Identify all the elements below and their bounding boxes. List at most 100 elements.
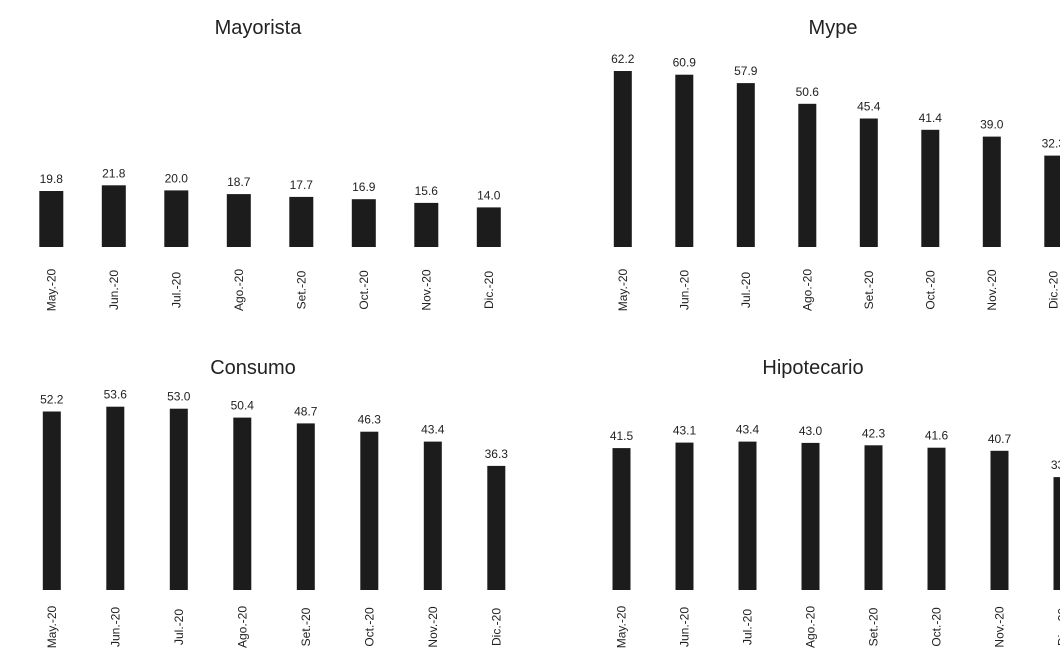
- x-tick-label: Set.-20: [862, 270, 876, 309]
- data-label: 18.7: [227, 175, 251, 189]
- data-label: 14.0: [477, 188, 501, 202]
- data-label: 15.6: [415, 184, 439, 198]
- bar: [226, 194, 251, 247]
- data-label: 41.6: [925, 429, 949, 443]
- x-tick-label: Oct.-20: [362, 607, 376, 647]
- x-tick-label: May.-20: [44, 268, 58, 311]
- data-label: 32.3: [1042, 137, 1060, 151]
- data-label: 45.4: [857, 100, 881, 114]
- data-label: 33.0: [1051, 458, 1060, 472]
- x-tick-label: May.-20: [616, 268, 630, 311]
- bar: [39, 191, 64, 247]
- x-tick-label: Ago.-20: [232, 269, 246, 311]
- x-tick-label: Jun.-20: [108, 607, 122, 647]
- bar: [864, 445, 883, 590]
- bar: [289, 196, 314, 247]
- data-label: 19.8: [40, 172, 64, 186]
- bar: [921, 129, 940, 247]
- data-label: 57.9: [734, 64, 758, 78]
- bar: [612, 448, 631, 590]
- chart-title: Mayorista: [215, 17, 303, 39]
- data-label: 46.3: [358, 413, 382, 427]
- bar: [169, 408, 188, 590]
- data-label: 43.4: [736, 423, 760, 437]
- bar: [675, 442, 694, 590]
- bar: [296, 423, 315, 590]
- x-tick-label: Dic.-20: [489, 608, 503, 646]
- data-label: 20.0: [165, 171, 189, 185]
- x-tick-label: Ago.-20: [235, 606, 249, 648]
- bar: [982, 136, 1001, 247]
- bar: [1044, 155, 1060, 247]
- data-label: 43.0: [799, 424, 823, 438]
- data-label: 60.9: [673, 56, 697, 70]
- data-label: 41.4: [919, 111, 943, 125]
- x-tick-label: Dic.-20: [1046, 271, 1060, 309]
- bar: [476, 207, 501, 247]
- x-tick-label: Jul.-20: [739, 272, 753, 308]
- data-label: 41.5: [610, 429, 634, 443]
- x-tick-label: Jun.-20: [677, 270, 691, 310]
- bar: [164, 190, 189, 247]
- bar: [798, 103, 817, 247]
- data-label: 48.7: [294, 404, 318, 418]
- bar: [990, 450, 1009, 590]
- x-tick-label: Set.-20: [867, 607, 881, 646]
- x-tick-label: Ago.-20: [800, 269, 814, 311]
- data-label: 53.0: [167, 390, 191, 404]
- bar: [106, 406, 125, 590]
- x-tick-label: Ago.-20: [804, 606, 818, 648]
- chart-title: Consumo: [210, 357, 296, 379]
- bar: [738, 441, 757, 590]
- data-label: 42.3: [862, 426, 886, 440]
- x-tick-label: Oct.-20: [923, 270, 937, 310]
- chart-title: Mype: [809, 17, 858, 39]
- bar: [801, 442, 820, 590]
- data-label: 39.0: [980, 118, 1004, 132]
- data-label: 16.9: [352, 180, 376, 194]
- data-label: 43.4: [421, 423, 445, 437]
- x-tick-label: Jul.-20: [741, 609, 755, 645]
- x-tick-label: Nov.-20: [426, 606, 440, 647]
- x-tick-label: Oct.-20: [930, 607, 944, 647]
- bar: [423, 441, 442, 590]
- bar: [360, 431, 379, 590]
- bar: [613, 71, 632, 247]
- bar: [736, 83, 755, 247]
- bar: [101, 185, 126, 247]
- data-label: 50.6: [796, 85, 820, 99]
- x-tick-label: Dic.-20: [482, 271, 496, 309]
- x-tick-label: Set.-20: [299, 607, 313, 646]
- data-label: 52.2: [40, 393, 64, 407]
- bar: [414, 202, 439, 247]
- x-tick-label: Jun.-20: [678, 607, 692, 647]
- bar: [233, 417, 252, 590]
- chart-title: Hipotecario: [762, 357, 863, 379]
- bar: [675, 74, 694, 247]
- bar: [487, 465, 506, 590]
- x-tick-label: Nov.-20: [419, 269, 433, 310]
- data-label: 36.3: [485, 447, 509, 461]
- data-label: 53.6: [104, 388, 128, 402]
- data-label: 21.8: [102, 166, 126, 180]
- bar: [351, 199, 376, 247]
- bar: [927, 447, 946, 590]
- x-tick-label: Jun.-20: [107, 270, 121, 310]
- bar: [1053, 477, 1060, 590]
- x-tick-label: Jul.-20: [172, 609, 186, 645]
- bar: [42, 411, 61, 590]
- data-label: 62.2: [611, 52, 635, 66]
- data-label: 40.7: [988, 432, 1012, 446]
- data-label: 17.7: [290, 178, 314, 192]
- x-tick-label: Nov.-20: [985, 269, 999, 310]
- x-tick-label: May.-20: [45, 605, 59, 648]
- x-tick-label: May.-20: [615, 605, 629, 648]
- x-tick-label: Nov.-20: [993, 606, 1007, 647]
- x-tick-label: Set.-20: [294, 270, 308, 309]
- x-tick-label: Oct.-20: [357, 270, 371, 310]
- x-tick-label: Jul.-20: [169, 272, 183, 308]
- data-label: 50.4: [231, 399, 255, 413]
- data-label: 43.1: [673, 424, 697, 438]
